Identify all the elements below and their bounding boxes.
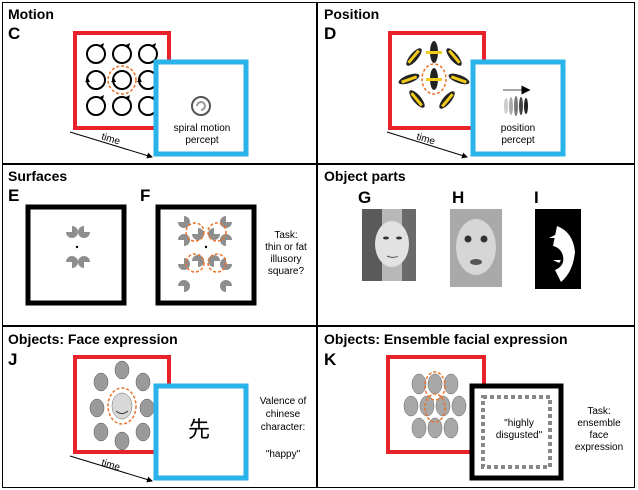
- disgusted-label: disgusted": [495, 430, 543, 441]
- letter-f: F: [140, 186, 151, 205]
- face-ring: [89, 360, 155, 451]
- valence-1: Valence of: [259, 396, 307, 407]
- face-photo-g: [362, 209, 416, 281]
- face-photo-h: [450, 209, 502, 287]
- time-arrow-d: [386, 131, 468, 159]
- spiral-caption-1: spiral motion: [173, 123, 231, 134]
- panel-ensemble-expression: [317, 326, 635, 488]
- face-attention-circle: [107, 387, 137, 425]
- panel-face-expression: [2, 326, 317, 488]
- happy-label: "happy": [265, 449, 301, 460]
- ensemble-black-frame: [469, 383, 564, 481]
- task-ensemble-3: face: [589, 430, 609, 441]
- surfaces-diagram: [25, 204, 257, 306]
- task-ensemble-4: expression: [574, 442, 624, 453]
- task-ensemble-2: ensemble: [577, 418, 621, 429]
- ensemble-attention-circle-1: [424, 371, 446, 401]
- letter-j: J: [8, 350, 18, 369]
- letter-k: K: [324, 350, 337, 369]
- pacmen-e: [66, 226, 90, 268]
- position-caption-1: position: [500, 123, 536, 134]
- spiral-percept-icon: [191, 96, 211, 116]
- surface-e-frame: [25, 204, 127, 306]
- task-surfaces-4: square?: [267, 266, 305, 277]
- panel-surfaces: [2, 164, 317, 326]
- ensemble-faces: [403, 373, 467, 439]
- panel-object-parts: [317, 164, 635, 326]
- motion-attention-circle: [107, 65, 137, 95]
- chinese-character: 先: [188, 418, 211, 443]
- title-ensemble-expression: Objects: Ensemble facial expression: [324, 331, 568, 347]
- panel-position: [317, 2, 635, 164]
- position-caption-2: percept: [501, 135, 535, 146]
- letter-c: C: [8, 24, 21, 43]
- title-surfaces: Surfaces: [8, 168, 68, 184]
- face-photo-i: [535, 209, 581, 289]
- position-percept-icon: [503, 85, 531, 116]
- title-face-expression: Objects: Face expression: [8, 331, 178, 347]
- spiral-caption-2: percept: [185, 135, 219, 146]
- panel-motion: [2, 2, 317, 164]
- time-arrow-j: [69, 455, 153, 483]
- title-object-parts: Object parts: [324, 168, 406, 184]
- face-blue-frame: [153, 383, 249, 481]
- object-parts-diagram: [362, 209, 581, 289]
- surface-f-frame: [155, 204, 257, 306]
- ensemble-attention-circle-2: [424, 393, 446, 423]
- ensemble-diagram: [386, 355, 564, 481]
- letter-h: H: [452, 188, 465, 207]
- time-arrow: [69, 131, 153, 159]
- valence-3: character:: [260, 422, 306, 433]
- position-diagram: [386, 31, 566, 159]
- valence-2: chinese: [265, 409, 301, 420]
- position-attention-circle: [421, 63, 447, 95]
- letter-g: G: [358, 188, 372, 207]
- pacmen-f: [178, 216, 232, 292]
- task-surfaces-2: thin or fat: [265, 242, 307, 253]
- title-motion: Motion: [8, 6, 54, 22]
- letter-e: E: [8, 186, 20, 205]
- task-surfaces-3: illusory: [270, 254, 302, 265]
- motion-blue-frame: [153, 59, 249, 157]
- letter-i: I: [534, 188, 539, 207]
- letter-d: D: [324, 24, 337, 43]
- motion-diagram: [69, 31, 249, 159]
- task-surfaces-1: Task:: [274, 230, 298, 241]
- title-position: Position: [324, 6, 380, 22]
- position-blue-frame: [470, 59, 566, 157]
- task-ensemble-1: Task:: [587, 406, 611, 417]
- highly-label: "highly: [504, 418, 534, 429]
- ensemble-dashed-square: [481, 395, 552, 469]
- face-expression-diagram: [69, 355, 249, 483]
